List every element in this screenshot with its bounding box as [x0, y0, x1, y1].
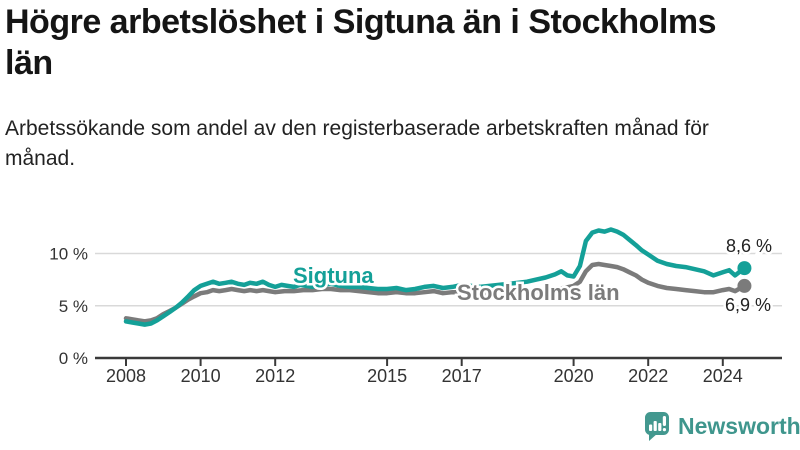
newsworthy-wordmark: Newsworthy [678, 413, 800, 439]
y-tick-label: 5 % [59, 297, 88, 316]
series-end-value-1: 6,9 % [725, 295, 771, 315]
x-tick-label: 2020 [554, 366, 594, 386]
newsworthy-bubble-chart-icon [645, 412, 669, 441]
y-tick-label: 0 % [59, 349, 88, 368]
series-line-1 [123, 261, 747, 324]
chart-title: Högre arbetslöshet i Sigtuna än i Stockh… [5, 3, 717, 83]
x-tick-label: 2008 [106, 366, 146, 386]
series-line-0 [123, 227, 747, 327]
series-end-dot-1 [737, 278, 752, 293]
chart-subtitle: Arbetssökande som andel av den registerb… [5, 117, 709, 171]
x-tick-label: 2015 [367, 366, 407, 386]
newsworthy-logo: Newsworthy [644, 411, 800, 442]
series-label-1: Stockholms län [457, 280, 620, 305]
x-tick-label: 2017 [442, 366, 482, 386]
y-tick-label: 10 % [49, 245, 88, 264]
line-chart: 2008 2010 2012 2015 2017 2020 2022 2024 0 % 5 % 10… [49, 227, 782, 386]
x-tick-label: 2022 [628, 366, 668, 386]
x-tick-label: 2012 [255, 366, 295, 386]
x-tick-label: 2024 [703, 366, 743, 386]
series-label-0: Sigtuna [293, 263, 374, 288]
x-tick-label: 2010 [181, 366, 221, 386]
series-end-value-0: 8,6 % [726, 236, 772, 256]
series-end-dot-0 [737, 261, 752, 276]
